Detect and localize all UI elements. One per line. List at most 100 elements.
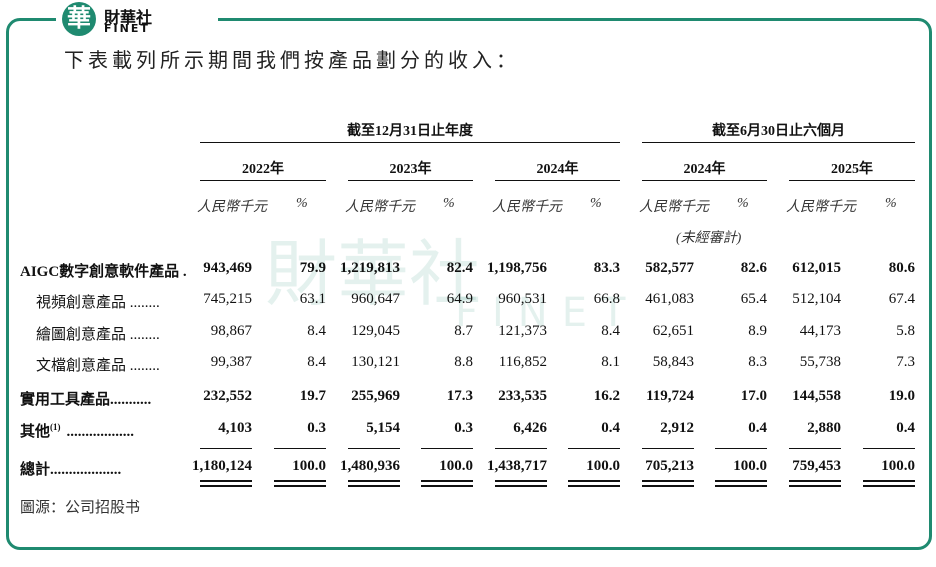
rule <box>568 448 620 449</box>
row-label: 繪圖創意產品 ........ <box>36 327 160 343</box>
cell: 100.0 <box>292 458 326 474</box>
period-header: 2022年 <box>242 162 284 177</box>
cell: 16.2 <box>593 388 620 404</box>
row-label: 其他(1).................. <box>20 422 135 440</box>
cell: 255,969 <box>351 388 400 404</box>
unit-label: % <box>885 196 897 211</box>
cell: 232,552 <box>203 388 252 404</box>
cell: 79.9 <box>299 260 326 276</box>
rule <box>863 485 915 487</box>
logo-name: 財華社 <box>104 8 153 27</box>
rule <box>421 448 473 449</box>
watermark-latin: FINET <box>455 290 640 336</box>
cell: 80.6 <box>888 260 915 276</box>
rule <box>642 485 694 487</box>
row-label: 文檔創意產品 ........ <box>36 358 160 374</box>
unit-label: % <box>590 196 602 211</box>
cell: 100.0 <box>439 458 473 474</box>
period-line <box>642 180 767 181</box>
watermark: 財華社 <box>265 232 482 316</box>
cell: 1,198,756 <box>487 260 547 276</box>
rule <box>348 448 400 449</box>
cell: 943,469 <box>203 260 252 276</box>
cell: 745,215 <box>203 291 252 307</box>
rule <box>789 485 841 487</box>
cell: 8.3 <box>748 354 767 370</box>
cell: 1,438,717 <box>487 458 547 474</box>
cell: 144,558 <box>792 388 841 404</box>
cell: 0.4 <box>896 420 915 436</box>
period-header: 2023年 <box>389 162 432 177</box>
rule <box>715 448 767 449</box>
cell: 98,867 <box>210 323 252 339</box>
note: (未經審計) <box>676 231 742 246</box>
cell: 512,104 <box>792 291 841 307</box>
cell: 1,219,813 <box>340 260 400 276</box>
period-line <box>495 180 620 181</box>
cell: 8.4 <box>307 323 326 339</box>
cell: 233,535 <box>498 388 547 404</box>
cell: 582,577 <box>645 260 694 276</box>
unit-label: % <box>737 196 749 211</box>
rule <box>789 480 841 482</box>
cell: 116,852 <box>498 354 547 370</box>
cell: 8.9 <box>748 323 767 339</box>
cell: 82.4 <box>446 260 473 276</box>
rule <box>348 485 400 487</box>
cell: 82.6 <box>740 260 767 276</box>
cell: 17.3 <box>446 388 473 404</box>
cell: 66.8 <box>593 291 620 307</box>
cell: 2,912 <box>660 420 694 436</box>
logo-mark: 華 <box>62 2 96 36</box>
cell: 960,647 <box>351 291 400 307</box>
unit-label: % <box>296 196 308 211</box>
cell: 461,083 <box>645 291 694 307</box>
row-label: AIGC數字創意軟件產品 . <box>20 264 187 280</box>
rule <box>789 448 841 449</box>
leader: .................. <box>66 424 135 440</box>
period-header: 2025年 <box>831 162 873 177</box>
group-header: 截至6月30日止六個月 <box>712 124 845 139</box>
cell: 99,387 <box>210 354 252 370</box>
cell: 1,180,124 <box>192 458 252 474</box>
cell: 100.0 <box>586 458 620 474</box>
rule <box>274 480 326 482</box>
row-label: 實用工具產品........... <box>20 392 152 408</box>
rule <box>200 448 252 449</box>
unit-label: 人民幣千元 <box>492 200 562 215</box>
cell: 83.3 <box>593 260 620 276</box>
cell: 100.0 <box>733 458 767 474</box>
cell: 17.0 <box>740 388 767 404</box>
cell: 759,453 <box>792 458 841 474</box>
cell: 63.1 <box>299 291 326 307</box>
cell: 65.4 <box>740 291 767 307</box>
unit-label: 人民幣千元 <box>786 200 856 215</box>
rule <box>863 480 915 482</box>
cell: 8.7 <box>454 323 473 339</box>
cell: 67.4 <box>888 291 915 307</box>
unit-label: 人民幣千元 <box>345 200 415 215</box>
period-line <box>348 180 473 181</box>
cell: 64.9 <box>446 291 473 307</box>
rule <box>715 485 767 487</box>
cell: 960,531 <box>498 291 547 307</box>
cell: 705,213 <box>645 458 694 474</box>
logo-latin: FINET <box>104 22 150 35</box>
cell: 8.4 <box>601 323 620 339</box>
rule <box>200 485 252 487</box>
cell: 8.8 <box>454 354 473 370</box>
rule <box>495 480 547 482</box>
rule <box>568 485 620 487</box>
period-line <box>789 180 915 181</box>
cell: 0.4 <box>748 420 767 436</box>
cell: 44,173 <box>799 323 841 339</box>
group-header: 截至12月31日止年度 <box>347 124 473 139</box>
rule <box>642 448 694 449</box>
source: 圖源：公司招股书 <box>20 498 141 516</box>
cell: 5.8 <box>896 323 915 339</box>
row-label: 視頻創意產品 ........ <box>36 295 160 311</box>
cell: 8.1 <box>601 354 620 370</box>
group-line <box>200 142 620 143</box>
rule <box>421 480 473 482</box>
